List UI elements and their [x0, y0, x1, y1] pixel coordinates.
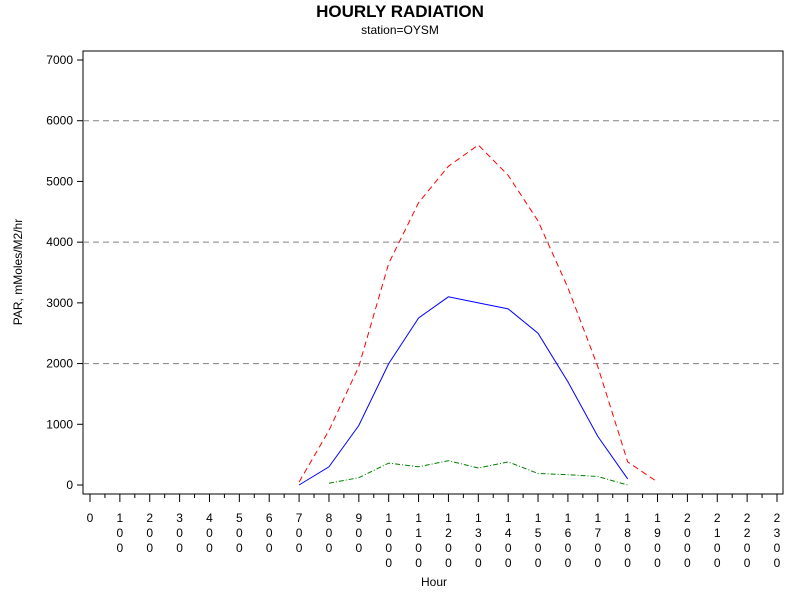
series-line [298, 296, 629, 486]
y-tick-label: 0 [66, 478, 73, 492]
y-tick-label: 7000 [46, 53, 73, 67]
y-tick-label: 5000 [46, 174, 73, 188]
series-line [328, 460, 628, 486]
chart-title: HOURLY RADIATION [316, 2, 484, 21]
y-tick-label: 1000 [46, 417, 73, 431]
chart-subtitle: station=OYSM [361, 23, 439, 37]
x-tick-label: 0 [87, 511, 94, 525]
x-axis-label: Hour [421, 575, 447, 589]
y-tick-label: 4000 [46, 235, 73, 249]
y-axis-label: PAR, mMoles/M2/hr [11, 219, 25, 325]
y-tick-label: 6000 [46, 114, 73, 128]
plot-frame [82, 50, 784, 495]
y-tick-label: 3000 [46, 296, 73, 310]
y-tick-label: 2000 [46, 357, 73, 371]
series-line [298, 144, 658, 483]
